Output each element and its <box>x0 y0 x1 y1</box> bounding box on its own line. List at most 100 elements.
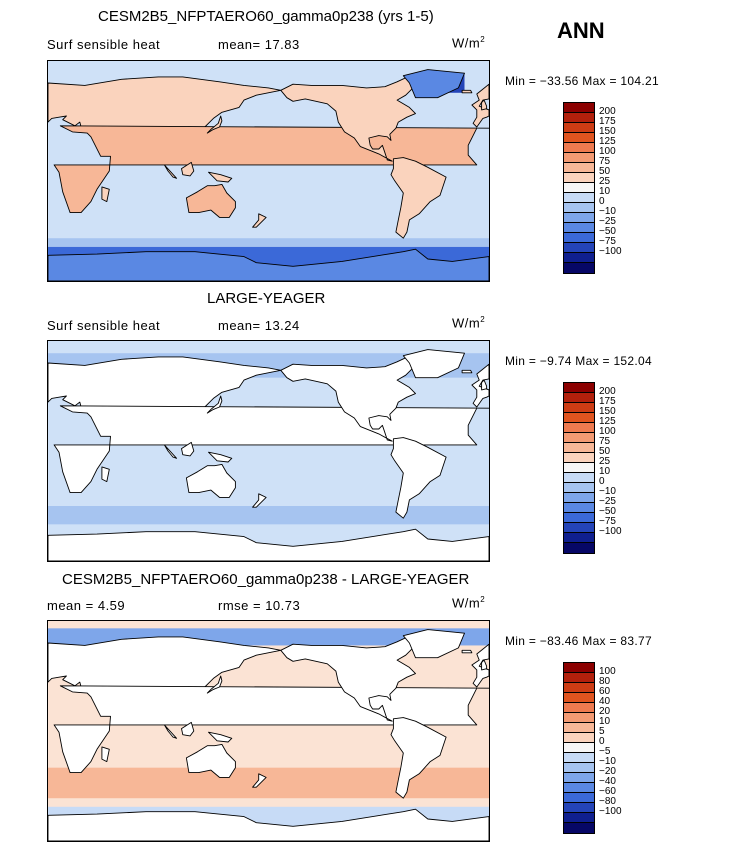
landmass-britain <box>481 379 488 391</box>
colorbar-tick-label: 175 <box>599 396 616 407</box>
panel-1-minmax: Min = −33.56 Max = 104.21 <box>505 74 659 88</box>
colorbar-box <box>564 463 594 473</box>
panel-3-minmax: Min = −83.46 Max = 83.77 <box>505 634 652 648</box>
landmass-borneo <box>181 721 195 737</box>
panel-3-colorbar-ticks: 100 80 60 40 20 10 5 0 −5 −10 −20 −40 −60 −80 −100 <box>599 662 639 832</box>
landmass-europeW <box>471 363 489 408</box>
colorbar-box <box>564 233 594 243</box>
colorbar-tick-label: 10 <box>599 186 611 197</box>
colorbar-tick-label: 75 <box>599 156 611 167</box>
colorbar-tick-label: 200 <box>599 106 616 117</box>
colorbar-box <box>564 263 594 273</box>
landmass-antarctica <box>48 248 489 281</box>
landmass-madagascar <box>101 466 110 483</box>
colorbar-tick-label: 0 <box>599 476 605 487</box>
colorbar-tick-label: −80 <box>599 796 616 807</box>
colorbar-tick-label: −40 <box>599 776 616 787</box>
panel-2-colorbar <box>563 382 595 554</box>
landmass-madagascar <box>101 186 110 203</box>
landmass-madagascar <box>101 746 110 763</box>
colorbar-box <box>564 403 594 413</box>
landmass-australia <box>185 463 236 498</box>
colorbar-box <box>564 393 594 403</box>
landmass-australia <box>185 183 236 218</box>
landmass-antarctica <box>48 528 489 561</box>
panel-2-units: W/m2 <box>452 315 486 331</box>
panel-1-colorbar <box>563 102 595 274</box>
colorbar-box <box>564 513 594 523</box>
colorbar-tick-label: 10 <box>599 466 611 477</box>
colorbar-tick-label: 150 <box>599 126 616 137</box>
panel-3-units: W/m2 <box>452 595 486 611</box>
colorbar-box <box>564 443 594 453</box>
colorbar-tick-label: 100 <box>599 426 616 437</box>
colorbar-box <box>564 453 594 463</box>
colorbar-tick-label: 5 <box>599 726 605 737</box>
landmass-europeW <box>471 643 489 688</box>
colorbar-tick-label: 50 <box>599 446 611 457</box>
colorbar-tick-label: 125 <box>599 416 616 427</box>
colorbar-tick-label: −75 <box>599 516 616 527</box>
colorbar-tick-label: 50 <box>599 166 611 177</box>
landmass-greenland <box>402 349 465 379</box>
panel-2-variable-label: Surf sensible heat <box>47 318 161 333</box>
colorbar-tick-label: 200 <box>599 386 616 397</box>
colorbar-tick-label: 40 <box>599 696 611 707</box>
colorbar-box <box>564 703 594 713</box>
colorbar-box <box>564 143 594 153</box>
colorbar-box <box>564 493 594 503</box>
landmass-greenland <box>402 69 465 99</box>
colorbar-tick-label: −5 <box>599 746 611 757</box>
colorbar-tick-label: 150 <box>599 406 616 417</box>
season-label: ANN <box>557 18 605 43</box>
landmass-sumatra <box>163 724 178 739</box>
colorbar-box <box>564 503 594 513</box>
landmass-newGuinea <box>208 451 233 463</box>
colorbar-box <box>564 793 594 803</box>
panel-1-variable-label: Surf sensible heat <box>47 37 161 52</box>
colorbar-box <box>564 713 594 723</box>
colorbar-box <box>564 693 594 703</box>
colorbar-box <box>564 803 594 813</box>
colorbar-box <box>564 133 594 143</box>
colorbar-tick-label: 100 <box>599 146 616 157</box>
colorbar-tick-label: −10 <box>599 486 616 497</box>
colorbar-tick-label: 10 <box>599 716 611 727</box>
colorbar-box <box>564 543 594 553</box>
landmass-japan <box>206 675 223 694</box>
colorbar-box <box>564 193 594 203</box>
colorbar-box <box>564 533 594 543</box>
colorbar-box <box>564 223 594 233</box>
colorbar-tick-label: 25 <box>599 176 611 187</box>
colorbar-box <box>564 673 594 683</box>
colorbar-box <box>564 153 594 163</box>
panel-1-units: W/m2 <box>452 35 486 51</box>
colorbar-tick-label: −100 <box>599 806 622 817</box>
panel-2-colorbar-ticks: 200 175 150 125 100 75 50 25 10 0 −10 −25 −50 −75 −100 <box>599 382 639 552</box>
colorbar-tick-label: 175 <box>599 116 616 127</box>
colorbar-tick-label: −50 <box>599 506 616 517</box>
panel-3-colorbar <box>563 662 595 834</box>
landmass-newZealand <box>252 493 267 508</box>
landmass-sumatra <box>163 444 178 459</box>
colorbar-box <box>564 783 594 793</box>
landmass-newGuinea <box>208 731 233 743</box>
panel-1-mean-label: mean= 17.83 <box>218 37 300 52</box>
colorbar-tick-label: 20 <box>599 706 611 717</box>
colorbar-tick-label: 60 <box>599 686 611 697</box>
southern-ocean-band <box>48 506 489 525</box>
colorbar-box <box>564 423 594 433</box>
colorbar-box <box>564 123 594 133</box>
landmass-iceland <box>461 649 473 654</box>
panel-1-title: CESM2B5_NFPTAERO60_gamma0p238 (yrs 1-5) <box>98 8 434 25</box>
colorbar-tick-label: 25 <box>599 456 611 467</box>
colorbar-box <box>564 243 594 253</box>
colorbar-tick-label: −100 <box>599 526 622 537</box>
landmass-sumatra <box>163 164 178 179</box>
colorbar-box <box>564 683 594 693</box>
panel-3-mean-label: mean = 4.59 <box>47 598 126 613</box>
colorbar-box <box>564 743 594 753</box>
colorbar-box <box>564 663 594 673</box>
colorbar-box <box>564 103 594 113</box>
panel-3-map <box>47 620 490 842</box>
